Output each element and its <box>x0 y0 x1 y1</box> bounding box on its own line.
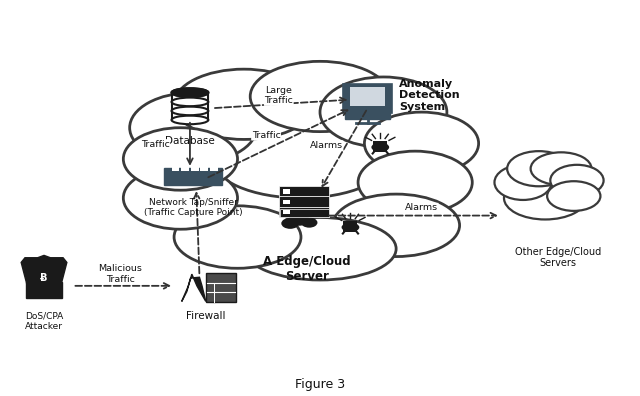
FancyBboxPatch shape <box>200 164 208 171</box>
Ellipse shape <box>364 112 479 175</box>
Text: Database: Database <box>165 135 215 145</box>
FancyBboxPatch shape <box>351 87 385 106</box>
Ellipse shape <box>531 152 591 185</box>
Ellipse shape <box>250 61 390 131</box>
FancyBboxPatch shape <box>373 141 387 145</box>
Ellipse shape <box>172 116 209 124</box>
FancyBboxPatch shape <box>283 200 291 204</box>
FancyBboxPatch shape <box>172 164 179 171</box>
Ellipse shape <box>358 151 472 213</box>
Text: A Edge/Cloud
Server: A Edge/Cloud Server <box>264 255 351 283</box>
Ellipse shape <box>172 88 209 97</box>
FancyBboxPatch shape <box>283 210 291 214</box>
Ellipse shape <box>244 217 396 280</box>
Ellipse shape <box>550 165 604 196</box>
Ellipse shape <box>212 120 390 198</box>
Circle shape <box>282 218 299 229</box>
FancyBboxPatch shape <box>344 229 357 232</box>
FancyBboxPatch shape <box>373 149 387 152</box>
Ellipse shape <box>333 194 460 257</box>
Ellipse shape <box>174 69 314 139</box>
Ellipse shape <box>504 177 586 219</box>
Ellipse shape <box>547 181 600 211</box>
Ellipse shape <box>172 107 209 115</box>
FancyBboxPatch shape <box>191 164 198 171</box>
Circle shape <box>29 258 60 276</box>
Ellipse shape <box>124 128 237 190</box>
Polygon shape <box>182 274 206 301</box>
Text: Malicious
Traffic: Malicious Traffic <box>98 265 142 284</box>
Polygon shape <box>26 282 62 297</box>
Polygon shape <box>21 255 67 297</box>
Circle shape <box>289 213 309 226</box>
Text: Anomaly
Detection
System: Anomaly Detection System <box>399 79 460 112</box>
Text: Traffic: Traffic <box>252 131 280 140</box>
FancyBboxPatch shape <box>279 196 329 207</box>
Ellipse shape <box>507 151 571 186</box>
Ellipse shape <box>172 97 209 106</box>
Ellipse shape <box>174 206 301 268</box>
Text: Large
Traffic: Large Traffic <box>264 86 293 105</box>
FancyBboxPatch shape <box>344 84 392 113</box>
FancyBboxPatch shape <box>164 168 222 185</box>
FancyBboxPatch shape <box>344 221 357 225</box>
FancyBboxPatch shape <box>283 189 291 194</box>
Text: Alarms: Alarms <box>405 203 438 212</box>
Ellipse shape <box>130 93 257 163</box>
FancyBboxPatch shape <box>181 164 189 171</box>
FancyBboxPatch shape <box>206 273 236 302</box>
FancyBboxPatch shape <box>279 186 329 196</box>
Text: Other Edge/Cloud
Servers: Other Edge/Cloud Servers <box>515 247 601 268</box>
Ellipse shape <box>342 223 359 232</box>
Ellipse shape <box>371 143 389 152</box>
Circle shape <box>301 217 317 228</box>
Text: Firewall: Firewall <box>186 311 225 321</box>
Text: DoS/CPA
Attacker: DoS/CPA Attacker <box>25 311 63 331</box>
Text: Ƀ: Ƀ <box>40 273 48 283</box>
Text: Network Tap/Sniffer
(Traffic Capture Point): Network Tap/Sniffer (Traffic Capture Poi… <box>144 198 243 217</box>
FancyBboxPatch shape <box>280 209 328 217</box>
FancyBboxPatch shape <box>210 164 218 171</box>
Text: Alarms: Alarms <box>310 141 343 150</box>
Ellipse shape <box>320 77 447 147</box>
Ellipse shape <box>124 167 237 229</box>
Ellipse shape <box>495 165 552 200</box>
FancyBboxPatch shape <box>345 110 390 119</box>
Text: Figure 3: Figure 3 <box>295 378 345 391</box>
Ellipse shape <box>172 88 209 97</box>
FancyBboxPatch shape <box>279 207 329 217</box>
FancyBboxPatch shape <box>172 93 209 120</box>
Text: Traffic: Traffic <box>141 140 170 148</box>
